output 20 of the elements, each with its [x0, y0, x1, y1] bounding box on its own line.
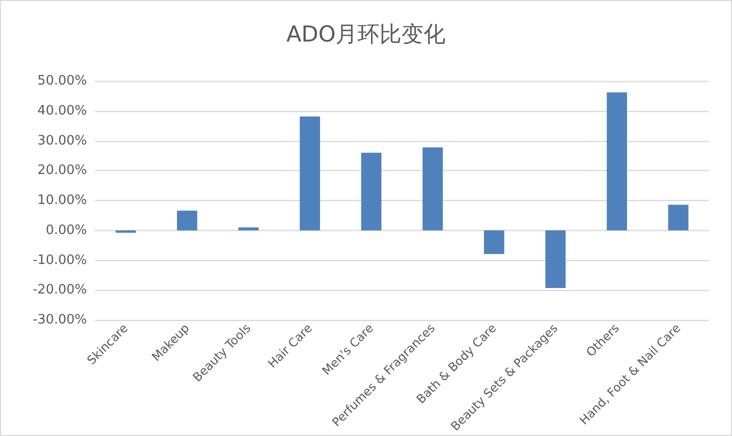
y-tick-label: 30.00% [37, 133, 87, 148]
bar [668, 204, 688, 230]
y-tick-label: 40.00% [37, 103, 87, 118]
y-tick-label: 10.00% [37, 193, 87, 208]
y-tick-label: 20.00% [37, 163, 87, 178]
bar [422, 147, 443, 230]
bar [116, 230, 136, 233]
bar [238, 227, 259, 230]
y-tick-label: 50.00% [37, 74, 87, 88]
chart-title: ADO月环比变化 [286, 22, 446, 48]
bar [545, 230, 566, 288]
y-tick-label: 0.00% [46, 222, 87, 238]
y-tick-label: -20.00% [32, 282, 87, 298]
y-tick-label: -10.00% [32, 252, 87, 268]
bar [361, 152, 382, 230]
bar [606, 92, 628, 230]
bar [484, 230, 504, 254]
bar [176, 210, 198, 230]
bar [300, 116, 320, 230]
y-tick-label: -30.00% [32, 312, 87, 328]
